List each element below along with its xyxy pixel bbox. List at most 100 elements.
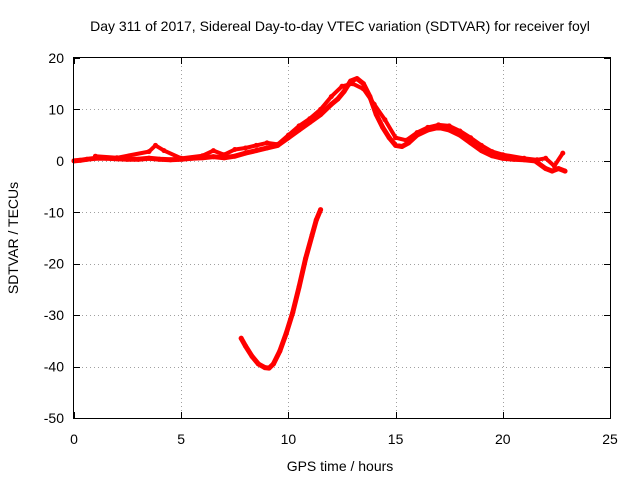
data-point bbox=[161, 148, 167, 154]
y-axis-label: SDTVAR / TECUs bbox=[5, 182, 21, 294]
data-point bbox=[253, 142, 259, 148]
data-point bbox=[534, 157, 540, 163]
data-point bbox=[232, 147, 238, 152]
data-point bbox=[146, 149, 152, 155]
data-point bbox=[221, 152, 227, 158]
data-point bbox=[262, 365, 268, 371]
data-point bbox=[153, 142, 158, 148]
data-point bbox=[290, 310, 296, 316]
data-point bbox=[157, 156, 163, 162]
data-point bbox=[478, 142, 484, 148]
data-point bbox=[468, 140, 474, 146]
data-point bbox=[425, 124, 431, 130]
data-point bbox=[399, 144, 405, 149]
data-point bbox=[543, 166, 549, 172]
y-tick-label: 0 bbox=[56, 153, 64, 169]
data-point bbox=[243, 145, 248, 151]
data-point bbox=[478, 148, 484, 154]
data-point bbox=[168, 157, 173, 163]
x-tick-label: 0 bbox=[70, 431, 78, 447]
data-point bbox=[414, 130, 420, 136]
data-point bbox=[275, 141, 281, 147]
y-tick-label: -20 bbox=[44, 256, 64, 272]
x-tick-label: 5 bbox=[177, 431, 185, 447]
data-point bbox=[543, 155, 549, 161]
data-point bbox=[253, 148, 259, 154]
data-point bbox=[283, 330, 289, 336]
data-point bbox=[500, 152, 506, 158]
plot-frame bbox=[73, 57, 611, 419]
data-point bbox=[84, 156, 90, 162]
data-point bbox=[335, 96, 341, 102]
data-point bbox=[114, 155, 120, 161]
data-point bbox=[277, 348, 283, 354]
data-point bbox=[382, 117, 388, 123]
data-point bbox=[318, 207, 324, 213]
data-point bbox=[468, 135, 474, 141]
data-point bbox=[380, 124, 386, 130]
data-point bbox=[446, 127, 452, 133]
data-point bbox=[328, 94, 334, 100]
data-point bbox=[238, 335, 244, 341]
data-point bbox=[549, 168, 555, 174]
y-tick-label: 20 bbox=[48, 50, 64, 66]
x-tick-label: 10 bbox=[281, 431, 297, 447]
data-point bbox=[360, 86, 366, 92]
series-main-trace-spread bbox=[93, 81, 565, 168]
data-point bbox=[249, 353, 255, 359]
data-point bbox=[318, 106, 324, 112]
data-point bbox=[307, 116, 313, 122]
data-point bbox=[285, 132, 291, 138]
data-point bbox=[232, 153, 238, 159]
data-point bbox=[393, 135, 399, 141]
plot-area bbox=[71, 76, 568, 371]
data-point bbox=[266, 365, 272, 371]
y-tick-label: -50 bbox=[44, 410, 64, 426]
data-point bbox=[354, 76, 360, 82]
chart-title: Day 311 of 2017, Sidereal Day-to-day VTE… bbox=[90, 18, 590, 34]
data-point bbox=[296, 284, 302, 290]
data-point bbox=[243, 343, 248, 349]
y-tick-label: 10 bbox=[48, 101, 64, 117]
data-point bbox=[556, 166, 561, 172]
data-point bbox=[489, 149, 495, 155]
data-point bbox=[436, 122, 441, 128]
y-tick-label: -40 bbox=[44, 359, 64, 375]
y-tick-label: -30 bbox=[44, 307, 64, 323]
data-point bbox=[264, 145, 270, 151]
y-tick-label: -10 bbox=[44, 204, 64, 220]
data-point bbox=[125, 156, 131, 162]
data-point bbox=[446, 123, 452, 129]
data-point bbox=[489, 153, 495, 159]
data-point bbox=[255, 361, 261, 367]
data-point bbox=[403, 137, 409, 143]
data-point bbox=[373, 112, 379, 118]
data-point bbox=[135, 156, 141, 162]
data-point bbox=[270, 361, 276, 367]
data-point bbox=[264, 140, 270, 146]
data-point bbox=[386, 135, 392, 141]
data-point bbox=[350, 81, 356, 87]
data-point bbox=[560, 150, 566, 156]
data-point bbox=[318, 112, 324, 118]
data-point bbox=[210, 154, 216, 160]
x-axis-label: GPS time / hours bbox=[287, 458, 394, 474]
data-point bbox=[328, 101, 334, 107]
data-point bbox=[371, 101, 377, 107]
data-point bbox=[360, 81, 366, 87]
data-point bbox=[92, 153, 98, 159]
data-point bbox=[521, 155, 527, 161]
data-point bbox=[77, 157, 83, 163]
data-point bbox=[178, 155, 184, 161]
data-point bbox=[457, 128, 463, 134]
data-point bbox=[309, 232, 315, 238]
x-tick-label: 25 bbox=[602, 431, 618, 447]
data-point bbox=[200, 153, 206, 159]
x-tick-label: 20 bbox=[495, 431, 511, 447]
data-point bbox=[296, 123, 302, 129]
data-point bbox=[146, 155, 152, 161]
data-point bbox=[339, 83, 345, 89]
data-point bbox=[210, 148, 216, 154]
grid bbox=[74, 58, 610, 418]
